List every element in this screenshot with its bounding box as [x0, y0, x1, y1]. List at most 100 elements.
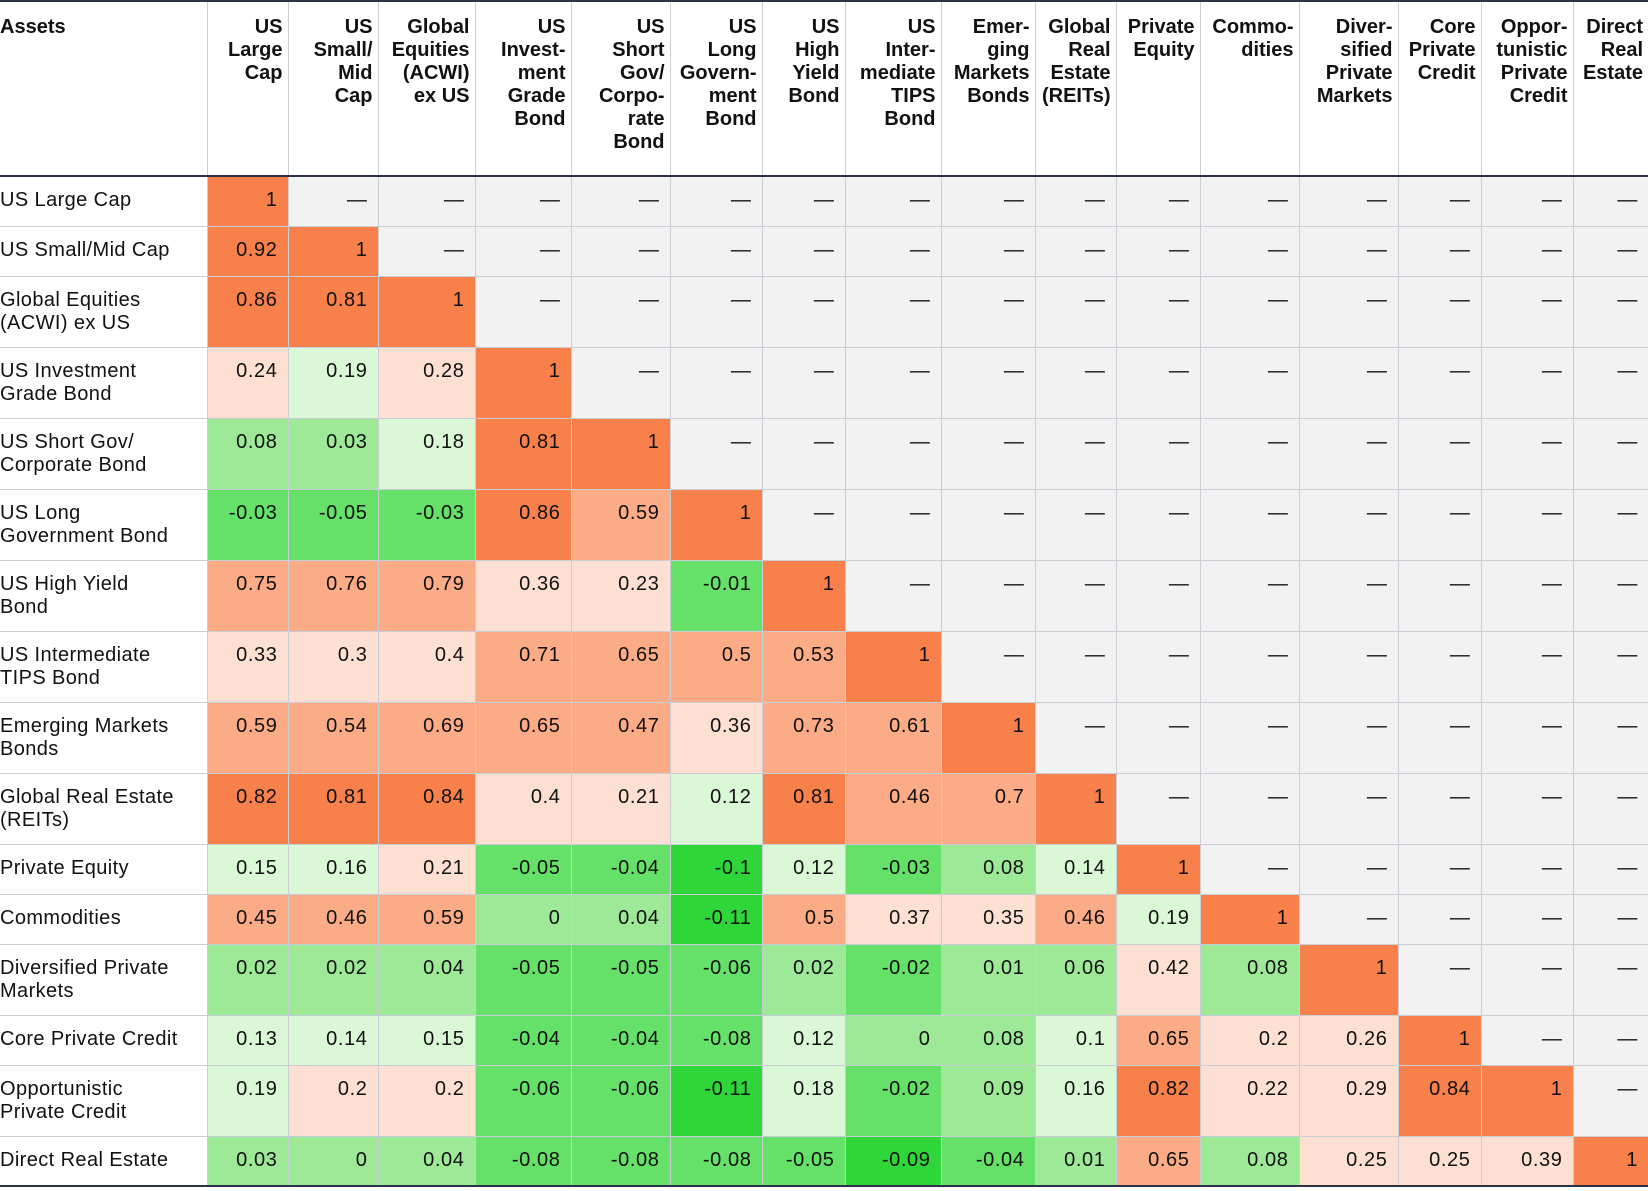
empty-cell: — [1480, 894, 1573, 945]
row-header: US Short Gov/ Corporate Bond [0, 418, 207, 490]
correlation-cell: -0.04 [570, 844, 670, 895]
correlation-cell: -0.11 [669, 1065, 762, 1137]
empty-cell: — [1397, 944, 1481, 1016]
correlation-cell: -0.03 [844, 844, 941, 895]
empty-cell: — [1034, 702, 1116, 774]
empty-cell: — [1115, 560, 1200, 632]
matrix-row: US Short Gov/ Corporate Bond 0.08 0.03 0.18… [0, 418, 1648, 490]
matrix-row: US High Yield Bond 0.75 0.76 0.79 0.36 0.23 -0… [0, 560, 1648, 632]
correlation-cell: 0.2 [1199, 1015, 1299, 1066]
empty-cell: — [1034, 347, 1116, 419]
correlation-cell: 1 [1115, 844, 1200, 895]
row-header: Emerging Markets Bonds [0, 702, 207, 774]
row-header: Direct Real Estate [0, 1136, 207, 1187]
empty-cell: — [1480, 226, 1573, 277]
correlation-cell: 0 [474, 894, 571, 945]
correlation-cell: -0.04 [474, 1015, 571, 1066]
correlation-cell: 0.84 [377, 773, 475, 845]
correlation-cell: 0.36 [474, 560, 571, 632]
empty-cell: — [1298, 631, 1398, 703]
empty-cell: — [1298, 226, 1398, 277]
correlation-cell: 0.03 [206, 1136, 288, 1187]
correlation-cell: 0.47 [570, 702, 670, 774]
correlation-cell: 0.22 [1199, 1065, 1299, 1137]
correlation-cell: 0.26 [1298, 1015, 1398, 1066]
empty-cell: — [1397, 844, 1481, 895]
empty-cell: — [844, 276, 941, 348]
matrix-row: Global Real Estate (REITs) 0.82 0.81 0.84 0.… [0, 773, 1648, 845]
column-header: Global Equities (ACWI) ex US [377, 0, 475, 177]
row-header: Core Private Credit [0, 1015, 207, 1066]
empty-cell: — [1572, 702, 1648, 774]
correlation-cell: 0.02 [206, 944, 288, 1016]
empty-cell: — [940, 347, 1035, 419]
correlation-cell: 0 [287, 1136, 378, 1187]
correlation-cell: 0.35 [940, 894, 1035, 945]
empty-cell: — [1480, 631, 1573, 703]
correlation-cell: 0.36 [669, 702, 762, 774]
correlation-cell: 0 [844, 1015, 941, 1066]
empty-cell: — [1115, 631, 1200, 703]
correlation-cell: -0.02 [844, 944, 941, 1016]
correlation-cell: 1 [761, 560, 845, 632]
correlation-cell: 1 [377, 276, 475, 348]
correlation-cell: 0.12 [761, 844, 845, 895]
correlation-cell: -0.04 [940, 1136, 1035, 1187]
empty-cell: — [940, 276, 1035, 348]
row-header: US High Yield Bond [0, 560, 207, 632]
correlation-cell: 0.65 [570, 631, 670, 703]
correlation-cell: 0.25 [1397, 1136, 1481, 1187]
correlation-cell: 0.73 [761, 702, 845, 774]
correlation-cell: 0.4 [377, 631, 475, 703]
empty-cell: — [1115, 226, 1200, 277]
empty-cell: — [1480, 844, 1573, 895]
empty-cell: — [1397, 773, 1481, 845]
column-header: US Large Cap [206, 0, 288, 177]
correlation-cell: 1 [1572, 1136, 1648, 1187]
empty-cell: — [1034, 176, 1116, 227]
empty-cell: — [1572, 276, 1648, 348]
correlation-cell: -0.08 [474, 1136, 571, 1187]
empty-cell: — [1397, 702, 1481, 774]
correlation-cell: -0.11 [669, 894, 762, 945]
correlation-cell: 0.14 [287, 1015, 378, 1066]
correlation-cell: 1 [1034, 773, 1116, 845]
empty-cell: — [377, 226, 475, 277]
correlation-cell: 1 [570, 418, 670, 490]
empty-cell: — [1480, 702, 1573, 774]
empty-cell: — [1298, 176, 1398, 227]
correlation-cell: 0.65 [474, 702, 571, 774]
empty-cell: — [1397, 631, 1481, 703]
matrix-row: US Long Government Bond -0.03 -0.05 -0.03 0.… [0, 489, 1648, 561]
empty-cell: — [1572, 894, 1648, 945]
row-header: Commodities [0, 894, 207, 945]
correlation-cell: 0.04 [377, 944, 475, 1016]
empty-cell: — [1397, 489, 1481, 561]
empty-cell: — [1480, 347, 1573, 419]
row-header: US Long Government Bond [0, 489, 207, 561]
empty-cell: — [844, 560, 941, 632]
empty-cell: — [761, 176, 845, 227]
empty-cell: — [1572, 176, 1648, 227]
correlation-cell: 0.15 [377, 1015, 475, 1066]
empty-cell: — [1199, 226, 1299, 277]
correlation-cell: -0.06 [474, 1065, 571, 1137]
header-row: Assets US Large Cap US Small/ Mid Cap Glob… [0, 0, 1648, 177]
correlation-cell: -0.1 [669, 844, 762, 895]
empty-cell: — [761, 489, 845, 561]
empty-cell: — [940, 226, 1035, 277]
empty-cell: — [1480, 276, 1573, 348]
corner-label: Assets [0, 0, 207, 177]
empty-cell: — [1034, 560, 1116, 632]
empty-cell: — [1397, 276, 1481, 348]
empty-cell: — [1397, 894, 1481, 945]
column-header: US High Yield Bond [761, 0, 845, 177]
empty-cell: — [1115, 702, 1200, 774]
matrix-row: US Large Cap 1— — — — — — — — — — — — — — — [0, 176, 1648, 227]
correlation-cell: 0.23 [570, 560, 670, 632]
correlation-cell: -0.04 [570, 1015, 670, 1066]
empty-cell: — [1298, 560, 1398, 632]
empty-cell: — [1572, 560, 1648, 632]
empty-cell: — [1480, 560, 1573, 632]
correlation-cell: 0.92 [206, 226, 288, 277]
